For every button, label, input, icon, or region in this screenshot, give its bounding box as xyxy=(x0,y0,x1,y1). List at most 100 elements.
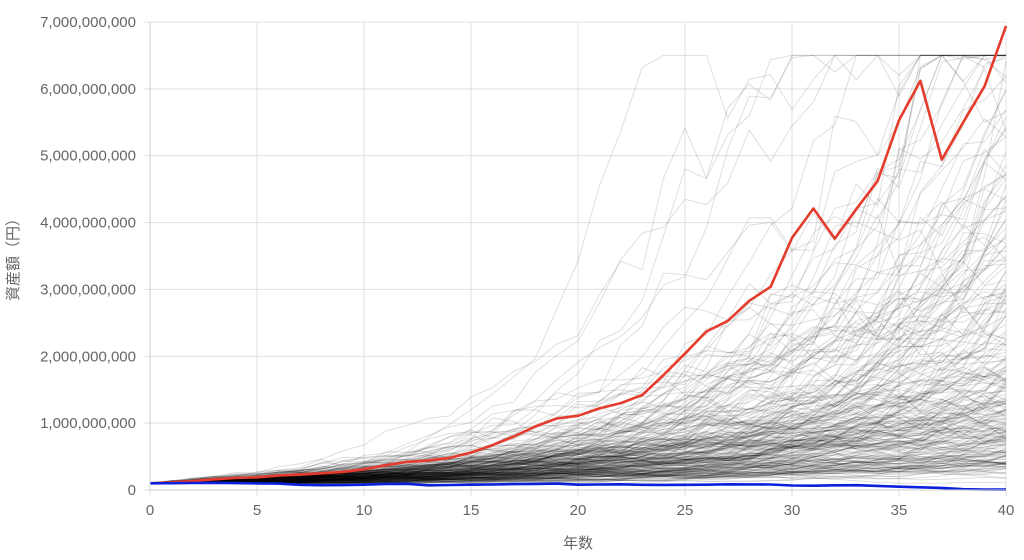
simulation-path xyxy=(149,404,1007,484)
simulation-path xyxy=(150,437,1007,484)
simulation-path xyxy=(149,351,1007,484)
simulation-path xyxy=(149,447,1007,484)
simulation-path xyxy=(149,294,1007,484)
simulation-path xyxy=(149,342,1007,484)
min-series-line xyxy=(149,481,1007,491)
simulation-path xyxy=(149,409,1007,484)
simulation-path xyxy=(150,453,1007,484)
simulation-path xyxy=(149,467,1007,484)
simulation-path xyxy=(149,412,1007,484)
simulation-path xyxy=(150,471,1007,484)
simulation-path xyxy=(149,408,1007,484)
simulation-path xyxy=(149,333,1007,484)
simulation-path xyxy=(149,418,1007,484)
simulation-path xyxy=(150,388,1007,484)
simulation-path xyxy=(149,207,1007,484)
y-tick-label: 7,000,000,000 xyxy=(40,14,136,31)
simulation-path xyxy=(150,461,1007,484)
x-tick-label: 0 xyxy=(146,502,154,519)
simulation-path xyxy=(150,357,1007,484)
y-tick-label: 3,000,000,000 xyxy=(40,281,136,298)
simulation-path xyxy=(149,437,1007,484)
simulation-path xyxy=(150,354,1007,484)
simulation-path xyxy=(149,127,1007,484)
simulation-path xyxy=(149,313,1007,484)
simulation-path xyxy=(150,420,1007,484)
x-tick-label: 25 xyxy=(677,502,694,519)
x-tick-label: 30 xyxy=(784,502,801,519)
max-series-line xyxy=(149,25,1008,485)
simulation-path xyxy=(149,148,1007,484)
y-tick-label: 0 xyxy=(128,482,136,499)
simulation-path xyxy=(150,164,1007,484)
simulation-path xyxy=(150,394,1007,484)
simulation-path xyxy=(149,366,1007,484)
simulation-path xyxy=(150,219,1007,484)
simulation-path xyxy=(149,322,1007,484)
simulation-path xyxy=(150,459,1007,484)
simulation-path xyxy=(149,419,1007,484)
simulation-path xyxy=(150,236,1007,484)
simulation-path xyxy=(150,54,1006,484)
simulation-path xyxy=(149,272,1007,484)
simulation-path xyxy=(149,409,1007,484)
simulation-path xyxy=(149,465,1007,484)
simulation-path xyxy=(149,395,1007,484)
x-tick-label: 5 xyxy=(253,502,261,519)
simulation-path xyxy=(149,288,1007,484)
simulation-path xyxy=(150,210,1007,484)
simulation-path xyxy=(150,360,1007,484)
simulation-path xyxy=(150,380,1007,484)
simulation-path xyxy=(149,54,1006,484)
simulation-path xyxy=(149,449,1007,484)
simulation-path xyxy=(149,54,1006,484)
simulation-path xyxy=(149,400,1007,484)
simulation-path xyxy=(150,472,1007,484)
simulation-path xyxy=(149,284,1007,484)
simulation-path xyxy=(149,330,1007,484)
simulation-path xyxy=(149,206,1007,484)
simulation-path xyxy=(149,54,1007,484)
simulation-path xyxy=(149,60,1007,484)
simulation-path xyxy=(150,369,1007,484)
simulation-path xyxy=(149,342,1007,484)
grid-lines xyxy=(144,21,1007,496)
simulation-path xyxy=(149,390,1007,484)
simulation-path xyxy=(149,392,1007,484)
simulation-path xyxy=(150,315,1007,484)
simulation-path xyxy=(149,460,1007,484)
simulation-path xyxy=(149,444,1007,484)
simulation-path xyxy=(149,423,1007,484)
simulation-path xyxy=(150,232,1007,484)
simulation-path xyxy=(149,366,1007,484)
simulation-path xyxy=(149,118,1007,484)
simulation-path xyxy=(149,67,1007,484)
simulation-path xyxy=(150,408,1007,484)
simulation-path xyxy=(149,452,1007,484)
simulation-path xyxy=(150,399,1007,484)
simulation-path xyxy=(149,460,1007,484)
simulation-path xyxy=(149,436,1007,484)
y-tick-label: 1,000,000,000 xyxy=(40,415,136,432)
simulation-path xyxy=(149,467,1007,484)
simulation-path xyxy=(149,409,1007,484)
simulation-path xyxy=(150,90,1007,484)
simulation-path xyxy=(149,424,1007,484)
y-tick-label: 2,000,000,000 xyxy=(40,348,136,365)
simulation-path xyxy=(150,245,1007,484)
y-axis-label: 資産額（円） xyxy=(5,211,22,301)
simulation-path xyxy=(150,432,1007,484)
simulation-path xyxy=(149,379,1007,484)
simulation-path xyxy=(150,369,1007,484)
simulation-path xyxy=(149,431,1007,484)
y-tick-label: 5,000,000,000 xyxy=(40,148,136,165)
simulation-path xyxy=(150,439,1007,484)
simulation-path xyxy=(149,438,1007,484)
simulation-path xyxy=(149,418,1007,484)
simulation-path xyxy=(149,415,1007,484)
simulation-path xyxy=(150,419,1007,484)
simulation-path xyxy=(150,430,1007,484)
simulation-path xyxy=(149,54,1007,484)
